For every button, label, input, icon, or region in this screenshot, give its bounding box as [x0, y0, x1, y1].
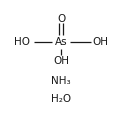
Text: NH₃: NH₃	[51, 76, 71, 86]
Text: OH: OH	[92, 37, 108, 47]
Text: HO: HO	[14, 37, 30, 47]
Text: OH: OH	[53, 56, 69, 66]
Text: As: As	[55, 37, 67, 47]
Text: H₂O: H₂O	[51, 94, 71, 104]
Text: O: O	[57, 14, 65, 24]
